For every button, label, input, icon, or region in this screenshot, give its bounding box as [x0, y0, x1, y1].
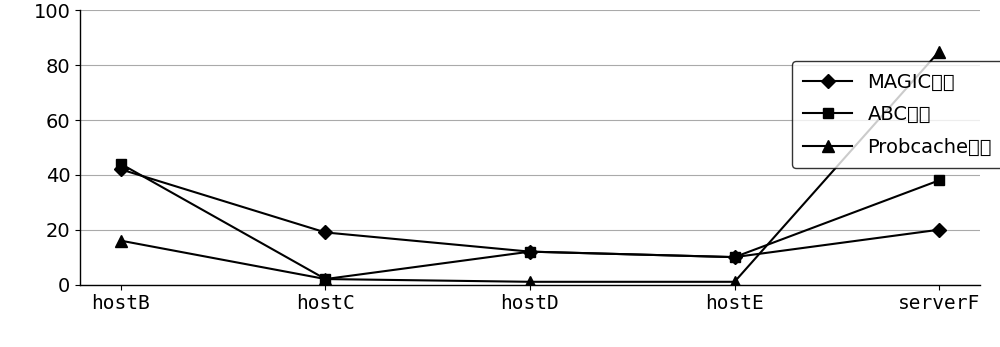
ABC算法: [115, 162, 127, 166]
MAGIC算法: [524, 249, 536, 254]
Line: ABC算法: ABC算法: [116, 159, 944, 284]
Probcache算法: [933, 50, 945, 54]
MAGIC算法: [319, 230, 331, 235]
MAGIC算法: [115, 167, 127, 171]
ABC算法: [933, 178, 945, 183]
Line: Probcache算法: Probcache算法: [115, 46, 945, 287]
ABC算法: [729, 255, 741, 259]
Probcache算法: [319, 277, 331, 281]
Legend: MAGIC算法, ABC算法, Probcache算法: MAGIC算法, ABC算法, Probcache算法: [792, 61, 1000, 168]
Line: MAGIC算法: MAGIC算法: [116, 164, 944, 262]
ABC算法: [319, 277, 331, 281]
MAGIC算法: [933, 228, 945, 232]
Probcache算法: [729, 280, 741, 284]
MAGIC算法: [729, 255, 741, 259]
Probcache算法: [115, 239, 127, 243]
ABC算法: [524, 249, 536, 254]
Probcache算法: [524, 280, 536, 284]
